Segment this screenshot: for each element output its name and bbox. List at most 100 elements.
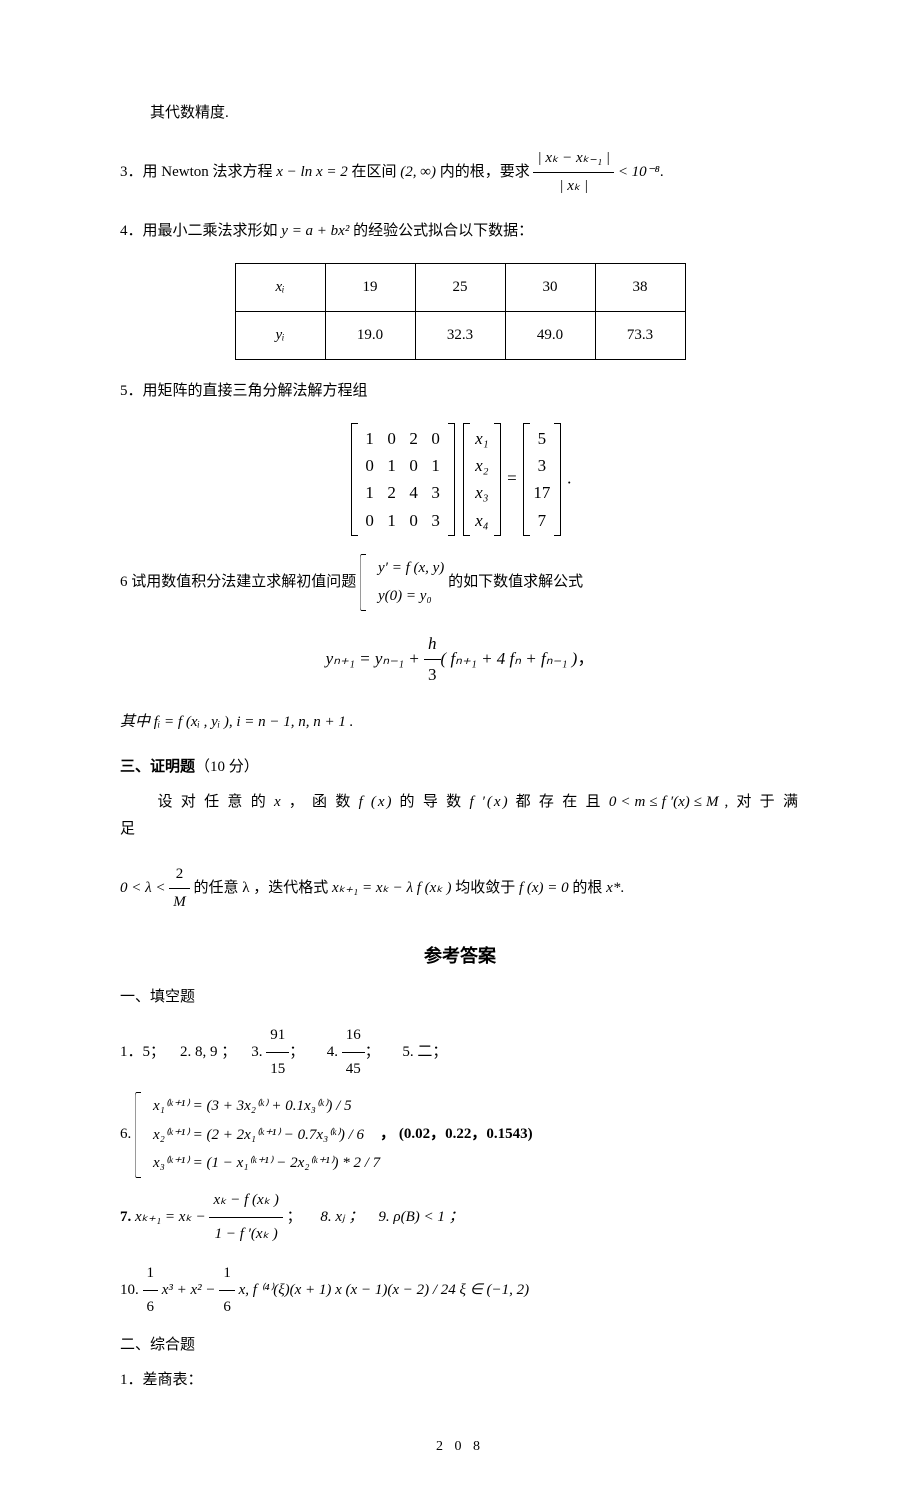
interval: (2, ∞) [400, 164, 436, 180]
var: x [274, 794, 283, 810]
proof-line2: 0 < λ < 2M 的任意 λ ，迭代格式 xₖ₊₁ = xₖ − λ f (… [120, 861, 800, 916]
ivp-row: y′ = f (x, y) [378, 554, 444, 583]
period: . [660, 164, 664, 180]
text: 内的根，要求 [436, 164, 534, 180]
answer-section-1: 一、填空题 [120, 984, 800, 1011]
fraction: 16 [143, 1257, 159, 1324]
ivp-system: y′ = f (x, y)y(0) = y₀ [360, 554, 444, 611]
ans-4-end: ； [365, 1044, 380, 1060]
fraction: 1645 [342, 1019, 365, 1086]
text: 的经验公式拟合以下数据： [349, 223, 533, 239]
matrix-equation: 1020 0101 1243 0103 x₁ x₂ x₃ x₄ = 5 3 17… [120, 423, 800, 536]
ans-5: 5. 二； [402, 1044, 447, 1060]
data-table: xᵢ 19 25 30 38 yᵢ 19.0 32.3 49.0 73.3 [235, 263, 686, 360]
answer-1to5: 1．5； 2. 8, 9 ； 3. 9115； 4. 1645； 5. 二； [120, 1019, 800, 1086]
ans-8: 8. xⱼ ； [320, 1209, 363, 1225]
ans-6-vals: ， (0.02，0.22，0.1543) [380, 1127, 533, 1143]
period: . [620, 880, 624, 896]
fraction: h3 [424, 629, 441, 691]
proof-line1: 设 对 任 意 的 x ， 函 数 f (x) 的 导 数 f ′(x) 都 存… [120, 789, 800, 843]
root: x* [606, 880, 620, 896]
cell: 25 [415, 264, 505, 312]
numerator: | xₖ − xₖ₋₁ | [533, 145, 614, 173]
text: 都 存 在 且 [510, 794, 609, 810]
ans-3-end: ； [289, 1044, 304, 1060]
fraction: xₖ − f (xₖ )1 − f ′(xₖ ) [209, 1184, 282, 1251]
comma: ， [577, 649, 594, 668]
text: 的如下数值求解公式 [444, 574, 583, 590]
ans-9: 9. ρ(B) < 1 ； [378, 1209, 463, 1225]
problem-6-where: 其中 fᵢ = f (xᵢ , yᵢ ), i = n − 1, n, n + … [120, 709, 800, 736]
header-y: yᵢ [235, 312, 325, 360]
ans-1: 1．5； [120, 1044, 165, 1060]
ans-10-t2: x, f ⁽⁴⁾(ξ)(x + 1) x (x − 1)(x − 2) / 24… [235, 1282, 529, 1298]
system-row: x₂⁽ᵏ⁺¹⁾ = (2 + 2x₁⁽ᵏ⁺¹⁾ − 0.7x₃⁽ᵏ⁾) / 6 [153, 1121, 380, 1150]
text: 的任意 λ ，迭代格式 [190, 880, 332, 896]
points: （10 分） [195, 759, 259, 775]
answer-10: 10. 16 x³ + x² − 16 x, f ⁽⁴⁾(ξ)(x + 1) x… [120, 1257, 800, 1324]
rhs: ( fₙ₊₁ + 4 fₙ + fₙ₋₁ ) [441, 649, 578, 668]
answer-2-1: 1．差商表： [120, 1367, 800, 1394]
answer-7to9: 7. xₖ₊₁ = xₖ − xₖ − f (xₖ )1 − f ′(xₖ ) … [120, 1184, 800, 1251]
period: . [567, 468, 571, 487]
cell: 19 [325, 264, 415, 312]
ans-10-t1: x³ + x² − [158, 1282, 219, 1298]
problem-4: 4．用最小二乘法求形如 y = a + bx² 的经验公式拟合以下数据： [120, 218, 800, 245]
cell: 19.0 [325, 312, 415, 360]
page-number: 2 0 8 [120, 1434, 800, 1459]
iter: xₖ₊₁ = xₖ − λ f (xₖ ) [332, 880, 451, 896]
fraction: 16 [219, 1257, 235, 1324]
text: 其代数精度. [150, 105, 229, 121]
cell: 49.0 [505, 312, 595, 360]
text: 0 < λ < [120, 880, 169, 896]
cell: 38 [595, 264, 685, 312]
header-x: xᵢ [235, 264, 325, 312]
ivp-row: y(0) = y₀ [378, 582, 444, 611]
system: x₁⁽ᵏ⁺¹⁾ = (3 + 3x₂⁽ᵏ⁾ + 0.1x₃⁽ᵏ⁾) / 5 x₂… [135, 1092, 380, 1178]
denominator: | xₖ | [533, 173, 614, 200]
label: 6 [120, 574, 128, 590]
system-row: x₁⁽ᵏ⁺¹⁾ = (3 + 3x₂⁽ᵏ⁾ + 0.1x₃⁽ᵏ⁾) / 5 [153, 1092, 380, 1121]
label: 4． [120, 223, 143, 239]
lhs: yₙ₊₁ = yₙ₋₁ + [326, 649, 424, 668]
ans-2: 2. 8, 9 ； [180, 1044, 236, 1060]
text: 用矩阵的直接三角分解法解方程组 [143, 383, 368, 399]
table-row: yᵢ 19.0 32.3 49.0 73.3 [235, 312, 685, 360]
matrix-A: 1020 0101 1243 0103 [351, 423, 455, 536]
section-title: 三、证明题 [120, 759, 195, 775]
formula: yₙ₊₁ = yₙ₋₁ + h3( fₙ₊₁ + 4 fₙ + fₙ₋₁ )， [120, 629, 800, 691]
fraction: 9115 [266, 1019, 289, 1086]
table-row: xᵢ 19 25 30 38 [235, 264, 685, 312]
text: 用 Newton 法求方程 [143, 164, 277, 180]
equation: x − ln x = 2 [276, 164, 347, 180]
equals: = [507, 468, 521, 487]
eq: f (x) = 0 [519, 880, 569, 896]
text: ， 函 数 [283, 794, 359, 810]
fraction: | xₖ − xₖ₋₁ || xₖ | [533, 145, 614, 200]
text: 试用数值积分法建立求解初值问题 [128, 574, 361, 590]
fpx: f ′(x) [469, 794, 509, 810]
ans-7-end: ； [283, 1209, 302, 1225]
problem-6: 6 试用数值积分法建立求解初值问题 y′ = f (x, y)y(0) = y₀… [120, 554, 800, 611]
label: 5． [120, 383, 143, 399]
ans-10-label: 10. [120, 1282, 143, 1298]
answer-6: 6. x₁⁽ᵏ⁺¹⁾ = (3 + 3x₂⁽ᵏ⁾ + 0.1x₃⁽ᵏ⁾) / 5… [120, 1092, 800, 1178]
cell: 30 [505, 264, 595, 312]
cell: 73.3 [595, 312, 685, 360]
label: 3． [120, 164, 143, 180]
section-3-proof: 三、证明题（10 分） [120, 754, 800, 781]
problem-0-trailing: 其代数精度. [120, 100, 800, 127]
text: 设 对 任 意 的 [158, 794, 275, 810]
problem-5: 5．用矩阵的直接三角分解法解方程组 [120, 378, 800, 405]
cell: 32.3 [415, 312, 505, 360]
matrix-b: 5 3 17 7 [523, 423, 561, 536]
text: 的 导 数 [394, 794, 470, 810]
ans-6-label: 6. [120, 1127, 135, 1143]
text: 在区间 [348, 164, 401, 180]
text: 均收敛于 [451, 880, 519, 896]
ans-4-label: 4. [327, 1044, 342, 1060]
answer-section-2: 二、综合题 [120, 1332, 800, 1359]
problem-3: 3．用 Newton 法求方程 x − ln x = 2 在区间 (2, ∞) … [120, 145, 800, 200]
equation: y = a + bx² [281, 223, 349, 239]
text: 的根 [569, 880, 607, 896]
